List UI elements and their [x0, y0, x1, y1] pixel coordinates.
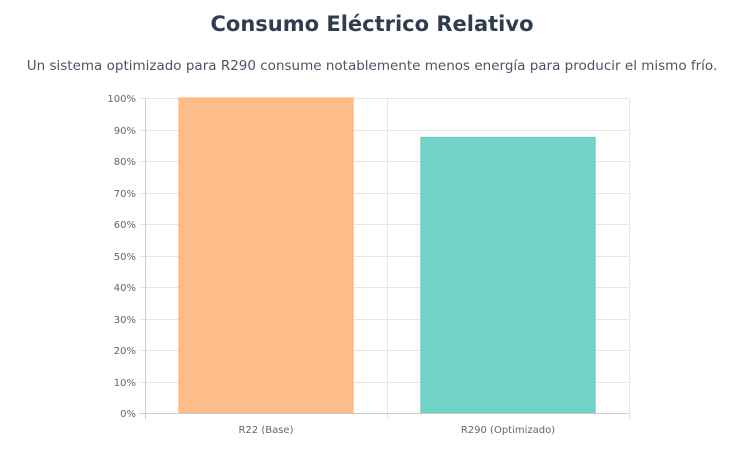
bar — [178, 97, 354, 414]
tick-labels: 0% 10% 20% 30% 40% 50% 60% 70% 80% 90% 100% R22 (Ba… — [107, 94, 555, 436]
x-tick-label: R290 (Optimizado) — [461, 425, 555, 436]
y-tick-label: 20% — [114, 346, 136, 357]
x-tick-label: R22 (Base) — [238, 425, 293, 436]
y-tick-label: 0% — [120, 409, 136, 420]
y-tick-label: 40% — [114, 283, 136, 294]
y-tick-label: 80% — [114, 157, 136, 168]
chart-subtitle: Un sistema optimizado para R290 consume … — [26, 58, 718, 74]
chart-title: Consumo Eléctrico Relativo — [210, 12, 534, 36]
y-tick-label: 10% — [114, 378, 136, 389]
y-tick-label: 60% — [114, 220, 136, 231]
y-tick-label: 70% — [114, 189, 136, 200]
y-tick-label: 30% — [114, 315, 136, 326]
y-tick-label: 50% — [114, 252, 136, 263]
y-tick-label: 90% — [114, 126, 136, 137]
y-tick-label: 100% — [107, 94, 136, 105]
bar — [420, 136, 596, 414]
